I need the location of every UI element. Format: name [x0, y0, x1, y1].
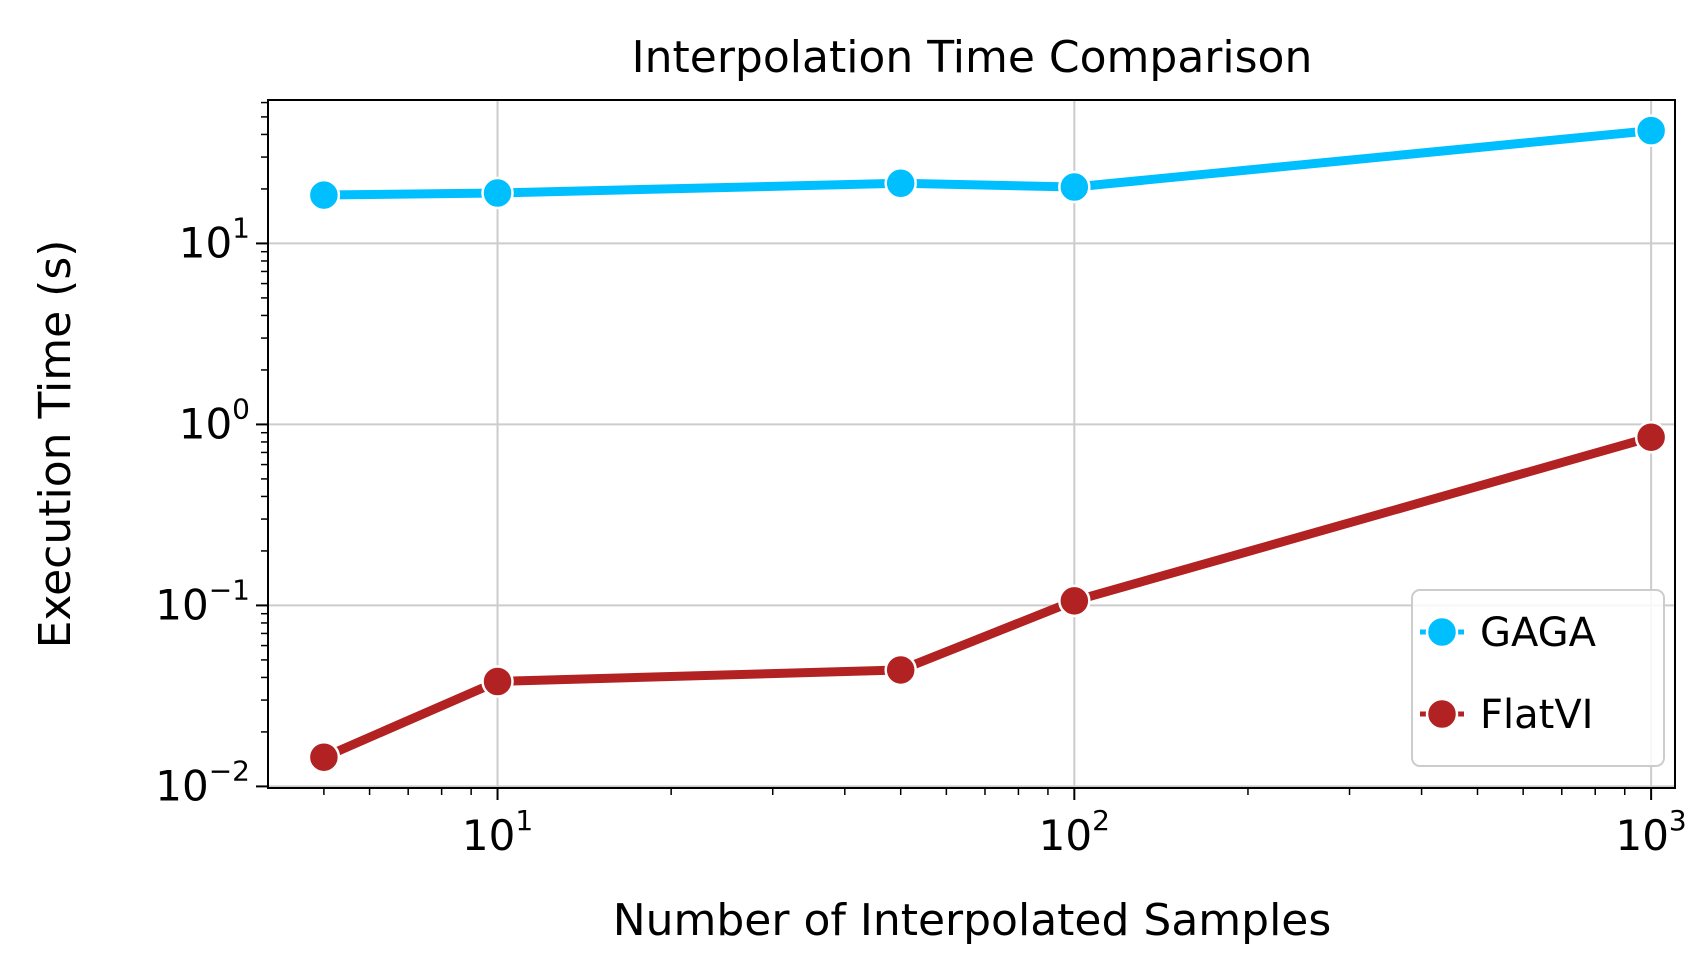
data-point-gaga	[884, 167, 917, 200]
series-line-gaga	[319, 126, 1656, 200]
x-tick-label: 102	[1039, 804, 1110, 860]
legend-marker-gaga	[1425, 615, 1459, 649]
y-tick-label: 101	[179, 211, 250, 267]
legend: GAGA FlatVI	[1411, 589, 1665, 767]
legend-label-flatvi: FlatVI	[1480, 692, 1593, 738]
y-tick-label: 100	[179, 392, 250, 448]
legend-box	[1411, 589, 1665, 767]
data-point-gaga	[1634, 114, 1668, 147]
data-point-flatvi	[481, 665, 514, 698]
plot-frame	[267, 99, 1676, 789]
legend-marker-flatvi	[1425, 697, 1459, 731]
y-tick-label: 10−1	[155, 573, 250, 629]
data-point-gaga	[481, 176, 514, 210]
x-tick-label: 103	[1615, 804, 1686, 860]
series-layer	[307, 114, 1668, 774]
data-point-gaga	[1058, 170, 1091, 204]
data-point-gaga	[307, 178, 341, 212]
data-point-flatvi	[884, 653, 917, 687]
ticks: 101 102 103 10−2 10−1 100 101	[155, 101, 1687, 860]
chart-title: Interpolation Time Comparison	[632, 32, 1313, 83]
data-point-flatvi	[1058, 584, 1091, 618]
x-axis-label: Number of Interpolated Samples	[613, 895, 1332, 946]
data-point-flatvi	[1634, 420, 1668, 454]
data-point-flatvi	[307, 740, 341, 774]
legend-label-gaga: GAGA	[1480, 610, 1597, 656]
y-tick-label: 10−2	[155, 754, 250, 810]
y-axis-label: Execution Time (s)	[30, 240, 81, 649]
x-tick-label: 101	[462, 804, 533, 860]
grid	[268, 100, 1675, 788]
